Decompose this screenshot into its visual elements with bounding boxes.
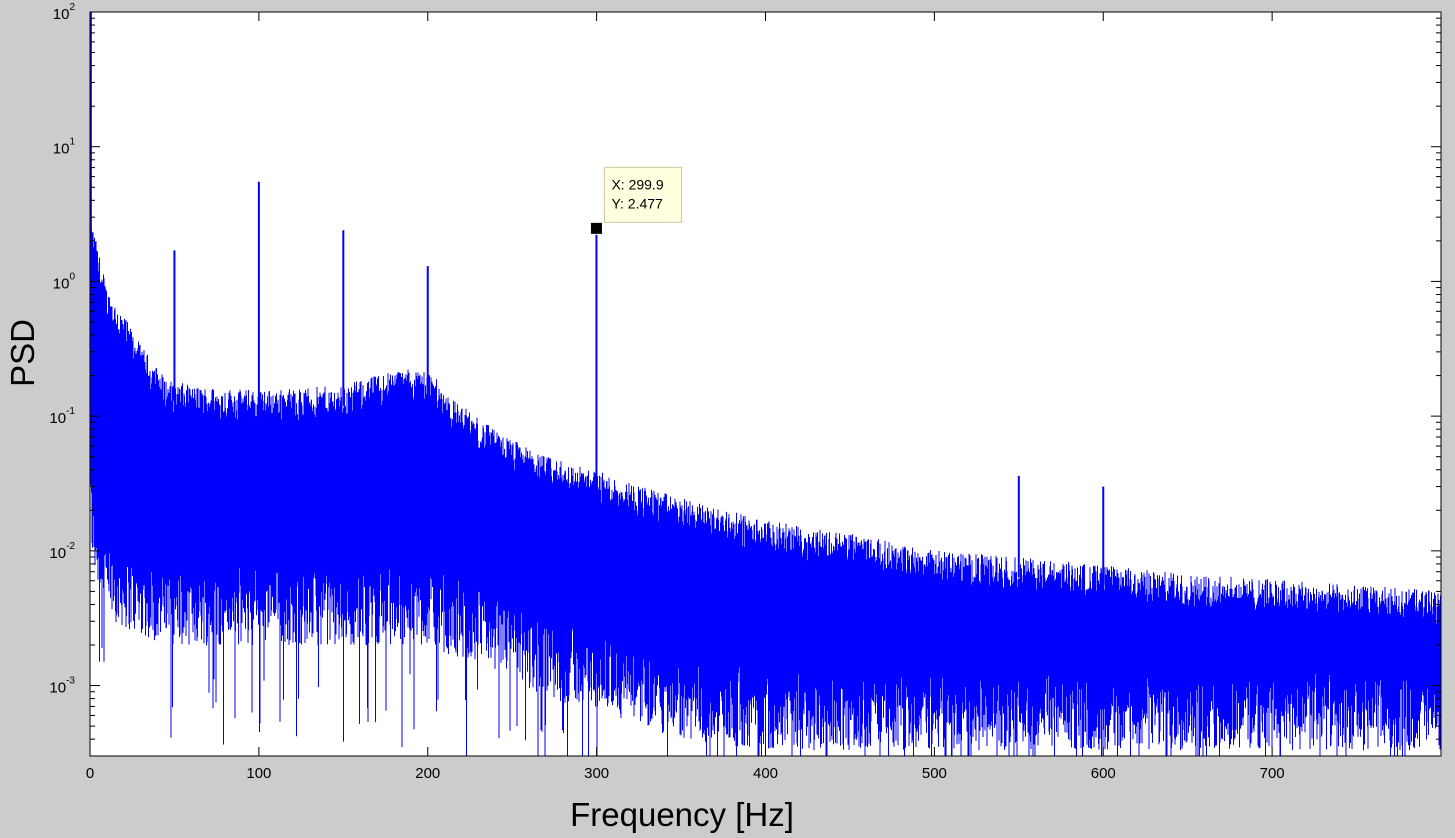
- x-tick-label-7: 700: [1260, 765, 1285, 782]
- data-tip-box: [603, 166, 682, 223]
- y-tick-label-0: 10-3: [49, 676, 75, 697]
- y-tick-label-5: 102: [53, 2, 76, 23]
- y-tick-label-4: 101: [53, 137, 76, 158]
- x-tick-label-6: 600: [1091, 765, 1116, 782]
- x-tick-label-4: 400: [753, 765, 778, 782]
- x-tick-label-1: 100: [246, 765, 271, 782]
- series-0-spectrum: [90, 222, 1441, 756]
- data-tip-marker[interactable]: [589, 221, 603, 235]
- data-tip-x-text: X: 299.9: [611, 176, 663, 192]
- x-tick-label-0: 0: [86, 765, 94, 782]
- data-tip-y-text: Y: 2.477: [611, 195, 663, 211]
- x-tick-label-2: 200: [415, 765, 440, 782]
- data-tip-layer: X: 299.9 Y: 2.477: [589, 166, 682, 235]
- y-tick-label-3: 100: [53, 271, 76, 292]
- y-tick-label-1: 10-2: [49, 541, 75, 562]
- y-axis-label: PSD: [4, 319, 41, 387]
- axes: 0 100 200 300 400 500 600 700 10-3 10-2 10-1 100 101…: [49, 2, 1442, 782]
- y-tick-label-2: 10-1: [49, 406, 75, 427]
- x-tick-label-5: 500: [922, 765, 947, 782]
- plot-area: [90, 12, 1441, 756]
- x-tick-label-3: 300: [584, 765, 609, 782]
- x-axis-label: Frequency [Hz]: [570, 796, 794, 833]
